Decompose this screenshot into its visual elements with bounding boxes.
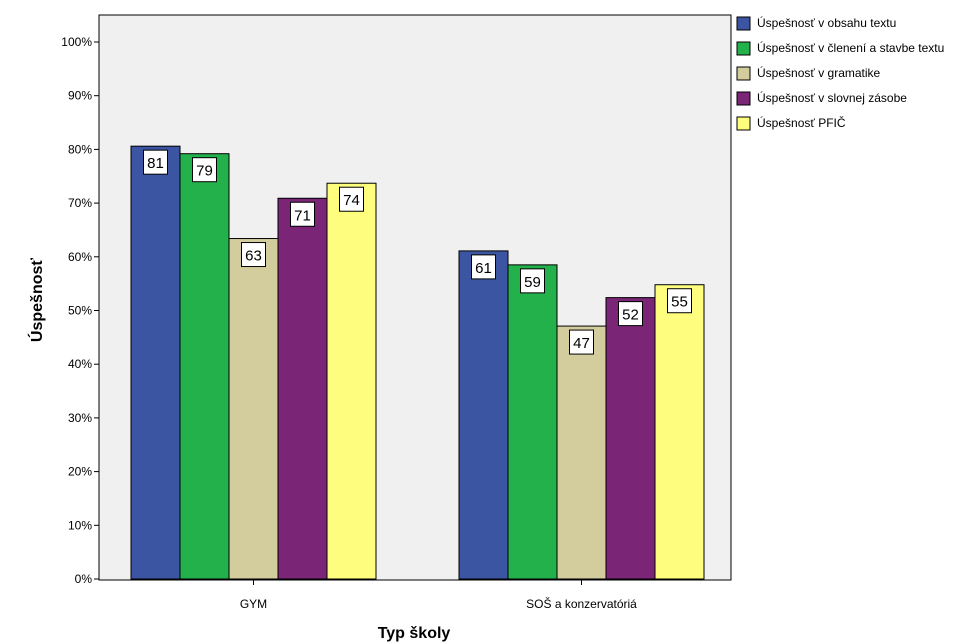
legend-swatch (736, 116, 751, 131)
legend-label: Úspešnosť v členení a stavbe textu (757, 40, 944, 55)
x-axis: GYM SOŠ a konzervatóriá (240, 580, 637, 611)
data-label-box (339, 186, 364, 212)
bar (228, 238, 279, 580)
data-label-box (471, 254, 496, 280)
legend-label: Úspešnosť v obsahu textu (757, 15, 896, 30)
legend-label: Úspešnosť v gramatike (757, 65, 881, 80)
bar (130, 145, 181, 580)
x-axis-title: Typ školy (378, 625, 451, 642)
y-tick-label: 10% (68, 518, 92, 532)
y-tick-label: 60% (68, 250, 92, 264)
legend-swatch (736, 16, 751, 31)
y-tick-label: 30% (68, 411, 92, 425)
bar (654, 284, 705, 580)
legend-label: Úspešnosť v slovnej zásobe (757, 90, 907, 105)
data-label: 81 (147, 155, 164, 172)
data-label-box (667, 288, 692, 314)
y-tick-label: 90% (68, 89, 92, 103)
legend-label: Úspešnosť PFIČ (757, 115, 846, 130)
bar (605, 297, 656, 580)
legend-swatch (736, 66, 751, 81)
data-label-box (290, 201, 315, 227)
bar (179, 153, 230, 580)
data-label: 55 (671, 294, 688, 311)
bar (556, 325, 607, 580)
legend-swatch (736, 41, 751, 56)
x-tick-label: SOŠ a konzervatóriá (526, 596, 637, 611)
legend: Úspešnosť v obsahu textu Úspešnosť v člen… (736, 15, 944, 131)
bar (458, 250, 509, 580)
y-tick-label: 50% (68, 304, 92, 318)
data-label: 47 (573, 335, 590, 352)
data-label-box (241, 242, 266, 268)
bar (507, 264, 558, 580)
data-label: 74 (343, 192, 360, 209)
y-tick-label: 80% (68, 142, 92, 156)
data-label-box (520, 268, 545, 294)
data-label-box (618, 301, 643, 327)
y-tick-label: 100% (61, 35, 92, 49)
y-tick-label: 70% (68, 196, 92, 210)
y-tick-label: 40% (68, 357, 92, 371)
y-tick-label: 0% (75, 572, 93, 586)
y-axis-title: Úspešnosť (27, 258, 46, 342)
bar (326, 182, 377, 580)
bars: 81 79 63 71 74 61 59 47 52 55 (130, 145, 705, 580)
data-label: 71 (294, 207, 311, 224)
y-axis: 0% 10% 20% 30% 40% 50% 60% 70% 80% 90% 100% (61, 35, 99, 586)
data-label: 61 (475, 260, 492, 277)
bar (277, 197, 328, 580)
data-label: 52 (622, 307, 639, 324)
data-label-box (569, 329, 594, 355)
data-label: 63 (245, 248, 262, 265)
data-label-box (192, 157, 217, 183)
legend-swatch (736, 91, 751, 106)
data-label-box (143, 149, 168, 175)
data-label: 79 (196, 163, 213, 180)
y-tick-label: 20% (68, 465, 92, 479)
data-label: 59 (524, 274, 541, 291)
x-tick-label: GYM (240, 597, 267, 611)
